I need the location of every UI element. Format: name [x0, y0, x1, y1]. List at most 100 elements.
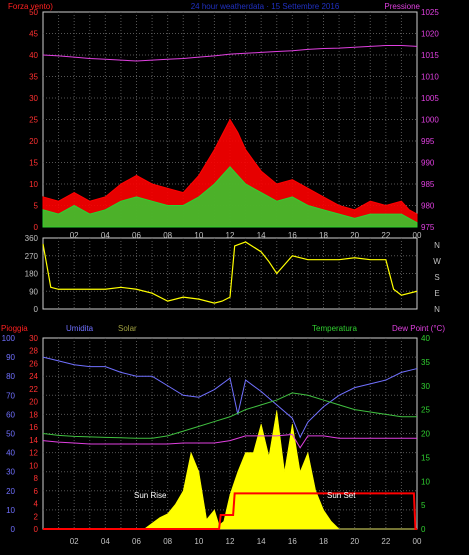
temperature-y-tick: 0	[421, 525, 426, 534]
rain-y-tick: 30	[29, 334, 38, 343]
humidity-y-tick: 30	[6, 468, 15, 477]
wind-left-label: Forza vento)	[8, 2, 53, 11]
humidity-y-tick: 20	[6, 487, 15, 496]
rain-y-tick: 24	[29, 372, 38, 381]
wind-y-tick: 40	[29, 51, 38, 60]
x-tick-label: 20	[350, 231, 359, 240]
wind-y-tick: 10	[29, 180, 38, 189]
series-wind-avg	[42, 166, 418, 228]
pressure-y-tick: 990	[421, 159, 435, 168]
x-tick-label: 00	[413, 537, 422, 546]
x-tick-label: 14	[257, 537, 266, 546]
pressure-y-tick: 985	[421, 180, 435, 189]
series-dewpoint	[42, 433, 417, 449]
humidity-y-tick: 80	[6, 372, 15, 381]
annotation-sun-set: Sun Set	[327, 491, 356, 500]
pressure-y-tick: 975	[421, 223, 435, 232]
direction-y-tick: 0	[34, 305, 39, 314]
temperature-y-tick: 35	[421, 358, 430, 367]
x-tick-label: 12	[226, 231, 235, 240]
x-tick-label: 22	[381, 231, 390, 240]
humidity-y-tick: 100	[2, 334, 16, 343]
rain-y-tick: 0	[34, 525, 39, 534]
pressure-y-tick: 1020	[421, 30, 439, 39]
pressure-y-tick: 995	[421, 137, 435, 146]
wind-y-tick: 20	[29, 137, 38, 146]
wind-y-tick: 45	[29, 30, 38, 39]
wind-y-tick: 25	[29, 116, 38, 125]
rain-y-tick: 20	[29, 398, 38, 407]
weather-series	[42, 356, 418, 530]
rain-y-tick: 4	[34, 500, 39, 509]
rain-y-tick: 16	[29, 423, 38, 432]
x-tick-label: 12	[226, 537, 235, 546]
wind-y-tick: 15	[29, 159, 38, 168]
rain-y-tick: 10	[29, 461, 38, 470]
humidity-y-axis-ticks: 0 10 20 30 40 50 60 70 80 90 100	[2, 334, 16, 534]
pressure-y-tick: 1025	[421, 8, 439, 17]
pressure-y-tick: 980	[421, 202, 435, 211]
wind-x-axis-ticks: 02 04 06 08 10 12 14 16 18 20 22 00	[70, 231, 422, 240]
temperature-y-tick: 10	[421, 477, 430, 486]
x-tick-label: 16	[288, 537, 297, 546]
wind-y-tick: 30	[29, 94, 38, 103]
compass-label: W	[433, 257, 441, 266]
temperature-y-tick: 20	[421, 430, 430, 439]
humidity-y-tick: 50	[6, 430, 15, 439]
weather-x-axis-ticks: 02 04 06 08 10 12 14 16 18 20 22 00	[70, 537, 422, 546]
legend-rain: Pioggia	[1, 324, 28, 333]
rain-y-tick: 14	[29, 436, 38, 445]
pressure-y-tick: 1010	[421, 73, 439, 82]
x-tick-label: 20	[350, 537, 359, 546]
temperature-y-axis-ticks: 0 5 10 15 20 25 30 35 40	[421, 334, 430, 534]
pressure-y-tick: 1015	[421, 51, 439, 60]
direction-y-tick: 360	[25, 234, 39, 243]
direction-y-axis-ticks: 0 90 180 270 360	[25, 234, 39, 314]
series-pressure	[42, 45, 418, 62]
rain-y-tick: 6	[34, 487, 39, 496]
wind-y-axis-ticks: 0 5 10 15 20 25 30 35 40 45 50	[29, 8, 38, 232]
rain-y-tick: 28	[29, 347, 38, 356]
x-tick-label: 06	[132, 537, 141, 546]
temperature-y-tick: 5	[421, 501, 426, 510]
wind-y-tick: 5	[34, 202, 39, 211]
x-tick-label: 04	[101, 537, 110, 546]
x-tick-label: 10	[194, 231, 203, 240]
x-tick-label: 02	[70, 231, 79, 240]
x-tick-label: 16	[288, 231, 297, 240]
x-tick-label: 14	[257, 231, 266, 240]
x-tick-label: 10	[194, 537, 203, 546]
humidity-y-tick: 70	[6, 391, 15, 400]
rain-y-tick: 2	[34, 512, 39, 521]
x-tick-label: 00	[413, 231, 422, 240]
wind-y-tick: 35	[29, 73, 38, 82]
rain-y-tick: 22	[29, 385, 38, 394]
rain-y-tick: 26	[29, 359, 38, 368]
legend-dewpoint: Dew Point (°C)	[392, 324, 445, 333]
x-tick-label: 04	[101, 231, 110, 240]
x-tick-label: 08	[163, 537, 172, 546]
series-rain	[43, 492, 417, 530]
legend-solar: Solar	[118, 324, 137, 333]
temperature-y-tick: 25	[421, 406, 430, 415]
compass-label: N	[434, 241, 440, 250]
x-tick-label: 18	[319, 231, 328, 240]
pressure-y-axis-ticks: 975 980 985 990 995 1000 1005 1010 1015 1020 1025	[421, 8, 439, 232]
annotation-sun-rise: Sun Rise	[134, 491, 167, 500]
humidity-y-tick: 60	[6, 410, 15, 419]
compass-label: N	[434, 305, 440, 314]
humidity-y-tick: 10	[6, 506, 15, 515]
pressure-y-tick: 1005	[421, 94, 439, 103]
humidity-y-tick: 0	[11, 525, 16, 534]
direction-y-tick: 270	[25, 252, 39, 261]
humidity-y-tick: 90	[6, 353, 15, 362]
x-tick-label: 22	[381, 537, 390, 546]
direction-series	[42, 241, 418, 304]
wind-title: 24 hour weatherdata · 15 Settembre 2016	[191, 2, 340, 11]
x-tick-label: 06	[132, 231, 141, 240]
